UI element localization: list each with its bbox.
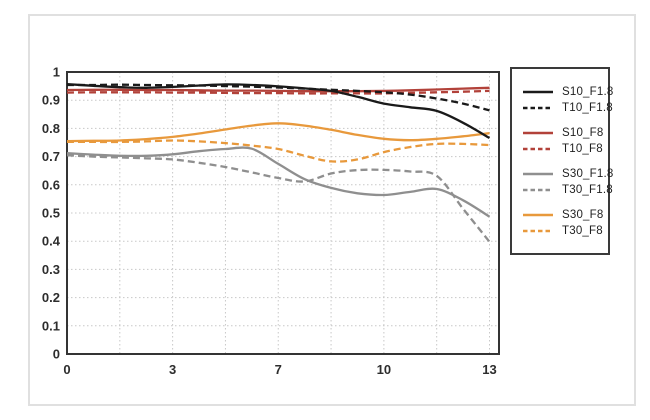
x-tick-label: 3 — [169, 362, 176, 377]
y-tick-label: 0.3 — [42, 262, 60, 277]
legend-item-S30_F1.8: S30_F1.8 — [523, 166, 613, 182]
solid-line-swatch-icon — [523, 172, 553, 175]
x-tick-label: 7 — [275, 362, 282, 377]
legend-item-S10_F8: S10_F8 — [523, 125, 608, 141]
series-T30_F1.8 — [66, 154, 491, 243]
y-tick-label: 1 — [53, 65, 60, 80]
plot-border — [66, 71, 500, 355]
y-tick-label: 0.1 — [42, 318, 60, 333]
legend-label: T30_F1.8 — [562, 183, 613, 196]
legend-item-T30_F8: T30_F8 — [523, 223, 608, 239]
y-tick-label: 0.8 — [42, 121, 60, 136]
solid-line-swatch-icon — [523, 131, 553, 134]
legend-item-S10_F1.8: S10_F1.8 — [523, 84, 613, 100]
legend-label: T10_F8 — [562, 142, 603, 155]
series-S30_F8 — [66, 122, 490, 143]
legend-label: S30_F1.8 — [562, 167, 614, 180]
series-S30_F1.8 — [66, 146, 491, 218]
y-tick-label: 0.9 — [42, 93, 60, 108]
legend-label: T30_F8 — [562, 224, 603, 237]
y-tick-label: 0.4 — [42, 234, 61, 249]
series-T10_F1.8 — [67, 83, 490, 112]
y-tick-label: 0 — [53, 347, 60, 362]
legend-label: S30_F8 — [562, 208, 604, 221]
x-tick-label: 13 — [482, 362, 496, 377]
x-tick-label: 10 — [377, 362, 391, 377]
solid-line-swatch-icon — [523, 213, 553, 216]
series-T10_F8 — [66, 89, 490, 95]
legend-label: S10_F8 — [562, 126, 604, 139]
legend-label: S10_F1.8 — [562, 85, 614, 98]
y-tick-label: 0.2 — [42, 290, 60, 305]
legend-item-S30_F8: S30_F8 — [523, 207, 608, 223]
mtf-plot-canvas: 1 0.9 0.8 0.7 0.6 0.5 0.4 0.3 0.2 0.1 00 3 7 10 13 — [42, 65, 500, 377]
legend-item-T10_F1.8: T10_F1.8 — [523, 100, 613, 116]
solid-line-swatch-icon — [523, 90, 553, 93]
y-tick-label: 0.7 — [42, 149, 60, 164]
legend-label: T10_F1.8 — [562, 101, 613, 114]
legend-item-T30_F1.8: T30_F1.8 — [523, 182, 613, 198]
y-tick-label: 0.5 — [42, 206, 60, 221]
chart-frame: 1 0.9 0.8 0.7 0.6 0.5 0.4 0.3 0.2 0.1 0 0 3 7 10 13 S10… — [28, 14, 636, 406]
dashed-line-swatch-icon — [523, 229, 553, 232]
x-tick-label: 0 — [63, 362, 70, 377]
series-S10_F8 — [66, 86, 490, 93]
dashed-line-swatch-icon — [523, 106, 553, 109]
legend-item-T10_F8: T10_F8 — [523, 141, 608, 157]
y-tick-label: 0.6 — [42, 177, 60, 192]
series-T30_F8 — [67, 139, 490, 163]
legend-box: S10_F1.8 T10_F1.8 S10_F8 T10_F8 S30_F1.8 T30_… — [510, 67, 613, 255]
dashed-line-swatch-icon — [523, 147, 553, 150]
dashed-line-swatch-icon — [523, 188, 553, 191]
